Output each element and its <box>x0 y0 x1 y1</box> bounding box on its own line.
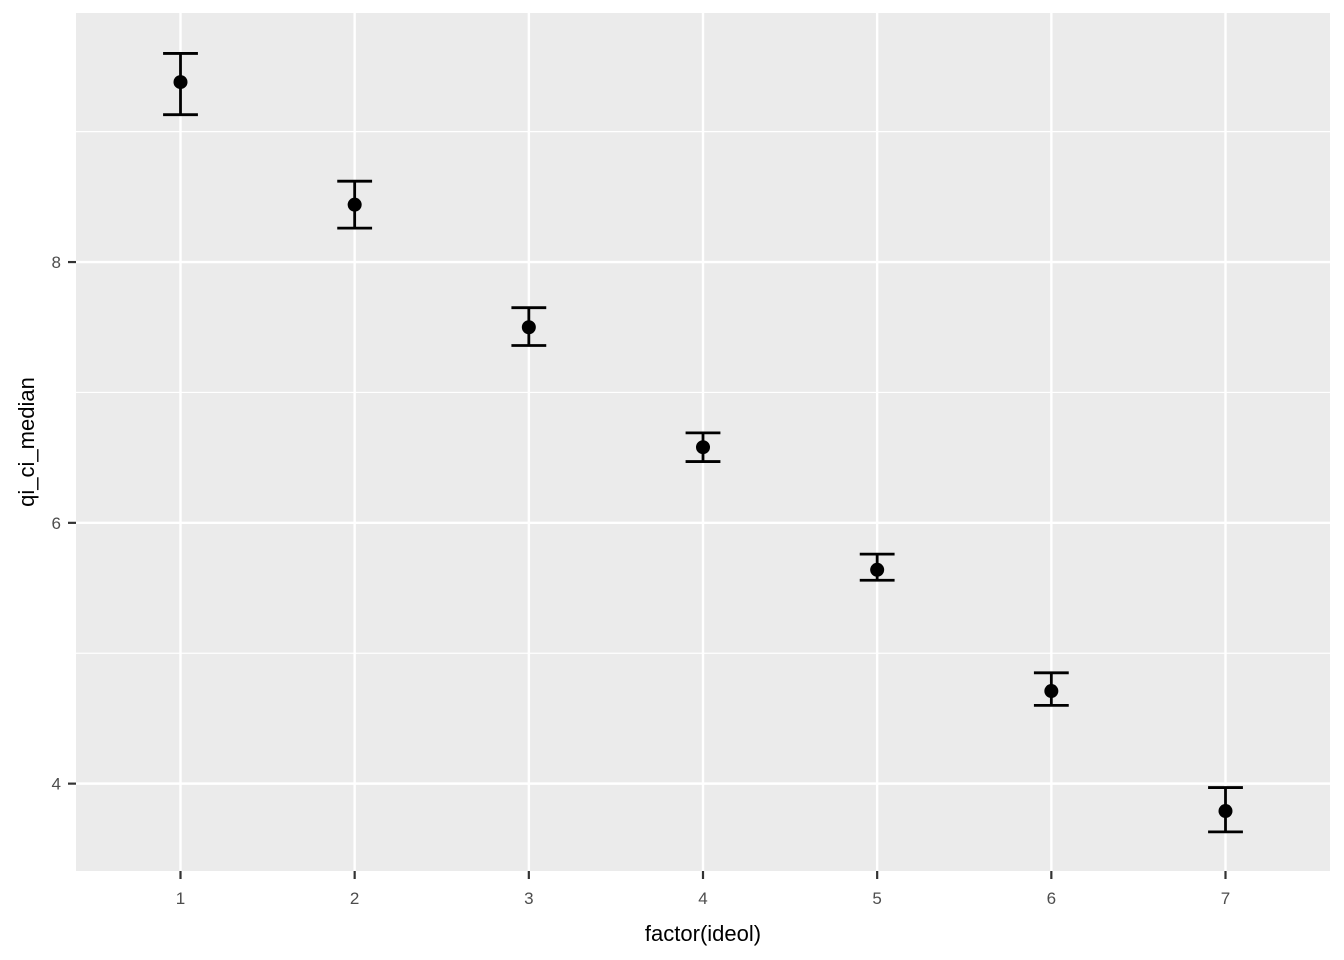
data-point <box>1044 684 1059 699</box>
data-point <box>347 197 362 212</box>
x-tick-label: 6 <box>1047 889 1056 908</box>
data-point <box>696 440 710 455</box>
x-tick-label: 5 <box>872 889 881 908</box>
x-tick-label: 3 <box>524 889 533 908</box>
x-tick-label: 4 <box>698 889 707 908</box>
y-tick-label: 8 <box>52 253 61 272</box>
data-point <box>521 320 536 335</box>
x-tick-label: 2 <box>350 889 359 908</box>
y-tick-label: 4 <box>52 775 61 794</box>
x-tick-label: 1 <box>176 889 185 908</box>
data-point <box>173 75 188 90</box>
x-tick-label: 7 <box>1221 889 1230 908</box>
data-point <box>870 562 885 577</box>
x-axis-title: factor(ideol) <box>644 921 762 946</box>
y-tick-label: 6 <box>52 514 61 533</box>
data-point <box>1218 804 1233 819</box>
y-axis-title: qi_ci_median <box>14 377 39 507</box>
